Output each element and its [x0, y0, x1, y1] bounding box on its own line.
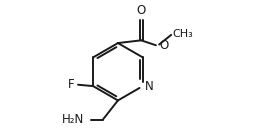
Text: N: N [145, 80, 154, 93]
Text: CH₃: CH₃ [172, 29, 193, 39]
Text: O: O [137, 4, 146, 17]
Text: F: F [68, 78, 74, 91]
Text: H₂N: H₂N [62, 113, 84, 126]
Text: O: O [159, 39, 168, 52]
